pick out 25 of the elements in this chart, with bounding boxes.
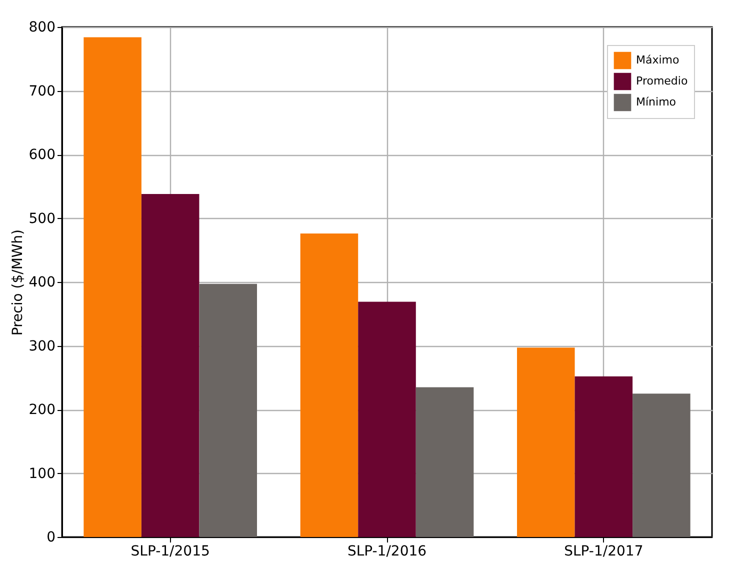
bar xyxy=(574,376,633,537)
x-tick-label: SLP-1/2016 xyxy=(347,544,427,560)
y-tick-label: 600 xyxy=(28,147,56,163)
y-tick-label: 700 xyxy=(28,83,56,100)
legend-label: Máximo xyxy=(636,54,680,66)
x-tick-label: SLP-1/2017 xyxy=(564,544,644,560)
y-tick-label: 400 xyxy=(28,274,56,290)
bar xyxy=(358,302,416,537)
legend-label: Mínimo xyxy=(636,96,676,108)
bar xyxy=(632,394,690,537)
y-axis-title: Precio ($/MWh) xyxy=(10,229,26,336)
y-tick-label: 500 xyxy=(28,210,56,227)
y-tick-label: 800 xyxy=(28,20,56,36)
bar xyxy=(84,37,142,537)
y-tick-label: 200 xyxy=(28,402,56,418)
y-tick-label: 100 xyxy=(28,466,56,482)
bar xyxy=(517,348,575,537)
bar xyxy=(199,284,257,537)
legend-label: Promedio xyxy=(636,74,688,88)
x-tick-label: SLP-1/2015 xyxy=(130,544,210,560)
bar xyxy=(141,194,200,537)
bar xyxy=(300,234,358,537)
y-tick-label: 0 xyxy=(46,530,56,546)
bar xyxy=(416,387,474,537)
y-tick-label: 300 xyxy=(28,338,56,354)
